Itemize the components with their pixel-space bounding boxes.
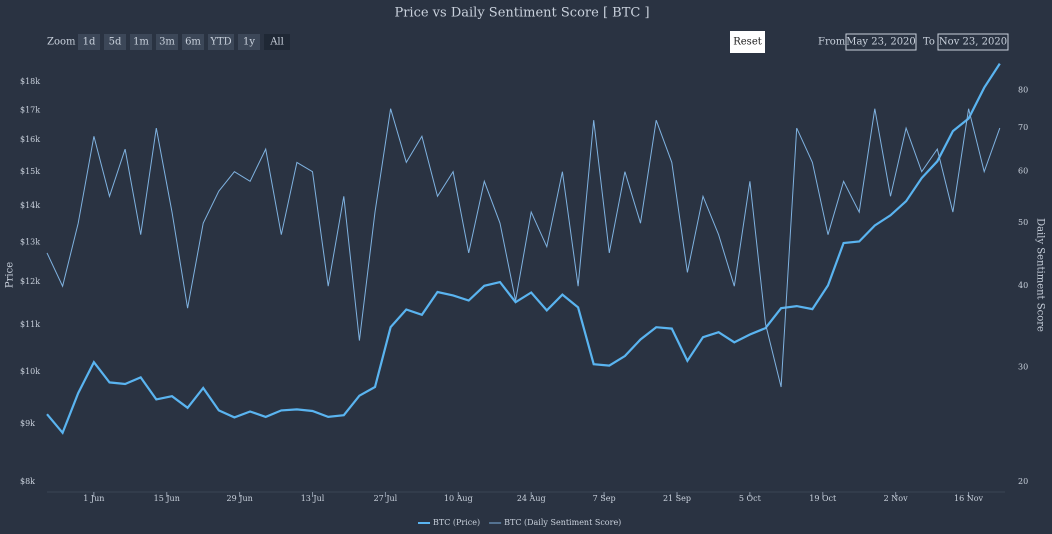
y-tick-label: $17k	[20, 105, 40, 114]
y-tick-label: $8k	[20, 477, 35, 486]
y2-tick-label: 30	[1018, 362, 1028, 371]
zoom-button[interactable]	[156, 34, 178, 50]
y2-axis-title: Daily Sentiment Score	[1035, 218, 1046, 332]
x-tick-label: 27 Jul	[374, 494, 398, 503]
to-value[interactable]: Nov 23, 2020	[939, 37, 1007, 48]
series-line	[46, 63, 1001, 435]
y-tick-label: $13k	[20, 238, 40, 247]
zoom-button[interactable]	[238, 34, 260, 50]
y2-tick-label: 50	[1018, 218, 1028, 227]
from-value[interactable]: May 23, 2020	[846, 37, 916, 48]
zoom-button-label[interactable]: 1d	[83, 37, 96, 48]
zoom-button[interactable]	[182, 34, 204, 50]
zoom-button[interactable]	[78, 34, 100, 50]
y2-tick-label: 60	[1018, 167, 1028, 176]
x-tick-label: 21 Sep	[663, 494, 691, 503]
zoom-button-label[interactable]: YTD	[209, 37, 231, 48]
x-tick-label: 13 Jul	[301, 494, 325, 503]
y2-tick-label: 40	[1018, 281, 1028, 290]
x-tick-label: 7 Sep	[593, 494, 616, 503]
zoom-button[interactable]	[264, 34, 290, 50]
y-tick-label: $9k	[20, 419, 35, 428]
zoom-button-label[interactable]: 6m	[185, 37, 201, 48]
chart-title: Price vs Daily Sentiment Score [ BTC ]	[394, 6, 649, 21]
x-tick-label: 10 Aug	[444, 494, 473, 503]
from-input[interactable]	[845, 33, 917, 51]
y-tick-label: $15k	[20, 167, 40, 176]
to-label: To	[923, 37, 935, 48]
zoom-label: Zoom	[47, 37, 76, 48]
y-tick-label: $16k	[20, 135, 40, 144]
zoom-button-label[interactable]: All	[269, 37, 284, 48]
zoom-button-label[interactable]: 1m	[133, 37, 149, 48]
x-tick-label: 16 Nov	[954, 494, 984, 503]
reset-label[interactable]: Reset	[733, 37, 762, 48]
legend-label[interactable]: BTC (Daily Sentiment Score)	[504, 518, 621, 527]
x-tick-label: 15 Jun	[154, 494, 180, 503]
reset-button[interactable]	[730, 31, 765, 53]
zoom-button[interactable]	[104, 34, 126, 50]
zoom-button-label[interactable]: 3m	[159, 37, 175, 48]
series-line	[46, 108, 1001, 388]
y2-tick-label: 70	[1018, 123, 1028, 132]
legend-label[interactable]: BTC (Price)	[433, 518, 480, 527]
x-tick-label: 5 Oct	[739, 494, 762, 503]
y2-tick-label: 80	[1018, 85, 1028, 94]
y-tick-label: $18k	[20, 77, 40, 86]
zoom-button-label[interactable]: 5d	[109, 37, 122, 48]
y-tick-label: $12k	[20, 277, 40, 286]
x-tick-label: 1 Jun	[83, 494, 104, 503]
y-tick-label: $14k	[20, 201, 40, 210]
x-tick-label: 19 Oct	[809, 494, 837, 503]
zoom-button[interactable]	[208, 34, 234, 50]
zoom-button-label[interactable]: 1y	[243, 37, 255, 48]
y-tick-label: $10k	[20, 367, 40, 376]
from-label: From	[818, 37, 846, 48]
x-tick-label: 24 Aug	[517, 494, 546, 503]
x-tick-label: 29 Jun	[227, 494, 253, 503]
y-axis-title: Price	[5, 262, 16, 288]
zoom-button[interactable]	[130, 34, 152, 50]
y-tick-label: $11k	[20, 320, 40, 329]
to-input[interactable]	[937, 33, 1009, 51]
y2-tick-label: 20	[1018, 477, 1028, 486]
x-tick-label: 2 Nov	[884, 494, 908, 503]
